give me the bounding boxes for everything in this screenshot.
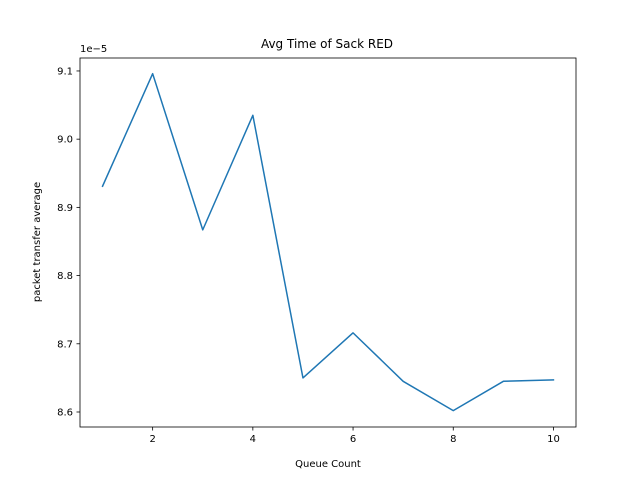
y-tick-label: 8.7 (57, 339, 73, 350)
y-axis-label: packet transfer average (32, 182, 43, 302)
plot-area: 2 4 6 8 10 8.6 8.7 8.8 8.9 9.0 9.1 (57, 57, 577, 445)
chart-title: Avg Time of Sack RED (261, 37, 393, 51)
y-tick-label: 9.1 (57, 66, 73, 77)
y-tick-label: 8.8 (57, 271, 73, 282)
x-tick-label: 8 (450, 434, 456, 445)
x-axis-label: Queue Count (295, 459, 361, 470)
series-line (101, 72, 555, 412)
y-axis-offset-label: 1e−5 (80, 44, 107, 55)
x-tick-label: 10 (547, 434, 560, 445)
axes-frame (79, 57, 577, 428)
x-tick-label: 2 (149, 434, 155, 445)
y-tick-label: 9.0 (57, 135, 73, 146)
x-tick-label: 4 (250, 434, 256, 445)
y-tick-label: 8.9 (57, 203, 73, 214)
x-tick-label: 6 (350, 434, 356, 445)
y-tick-label: 8.6 (57, 407, 73, 418)
